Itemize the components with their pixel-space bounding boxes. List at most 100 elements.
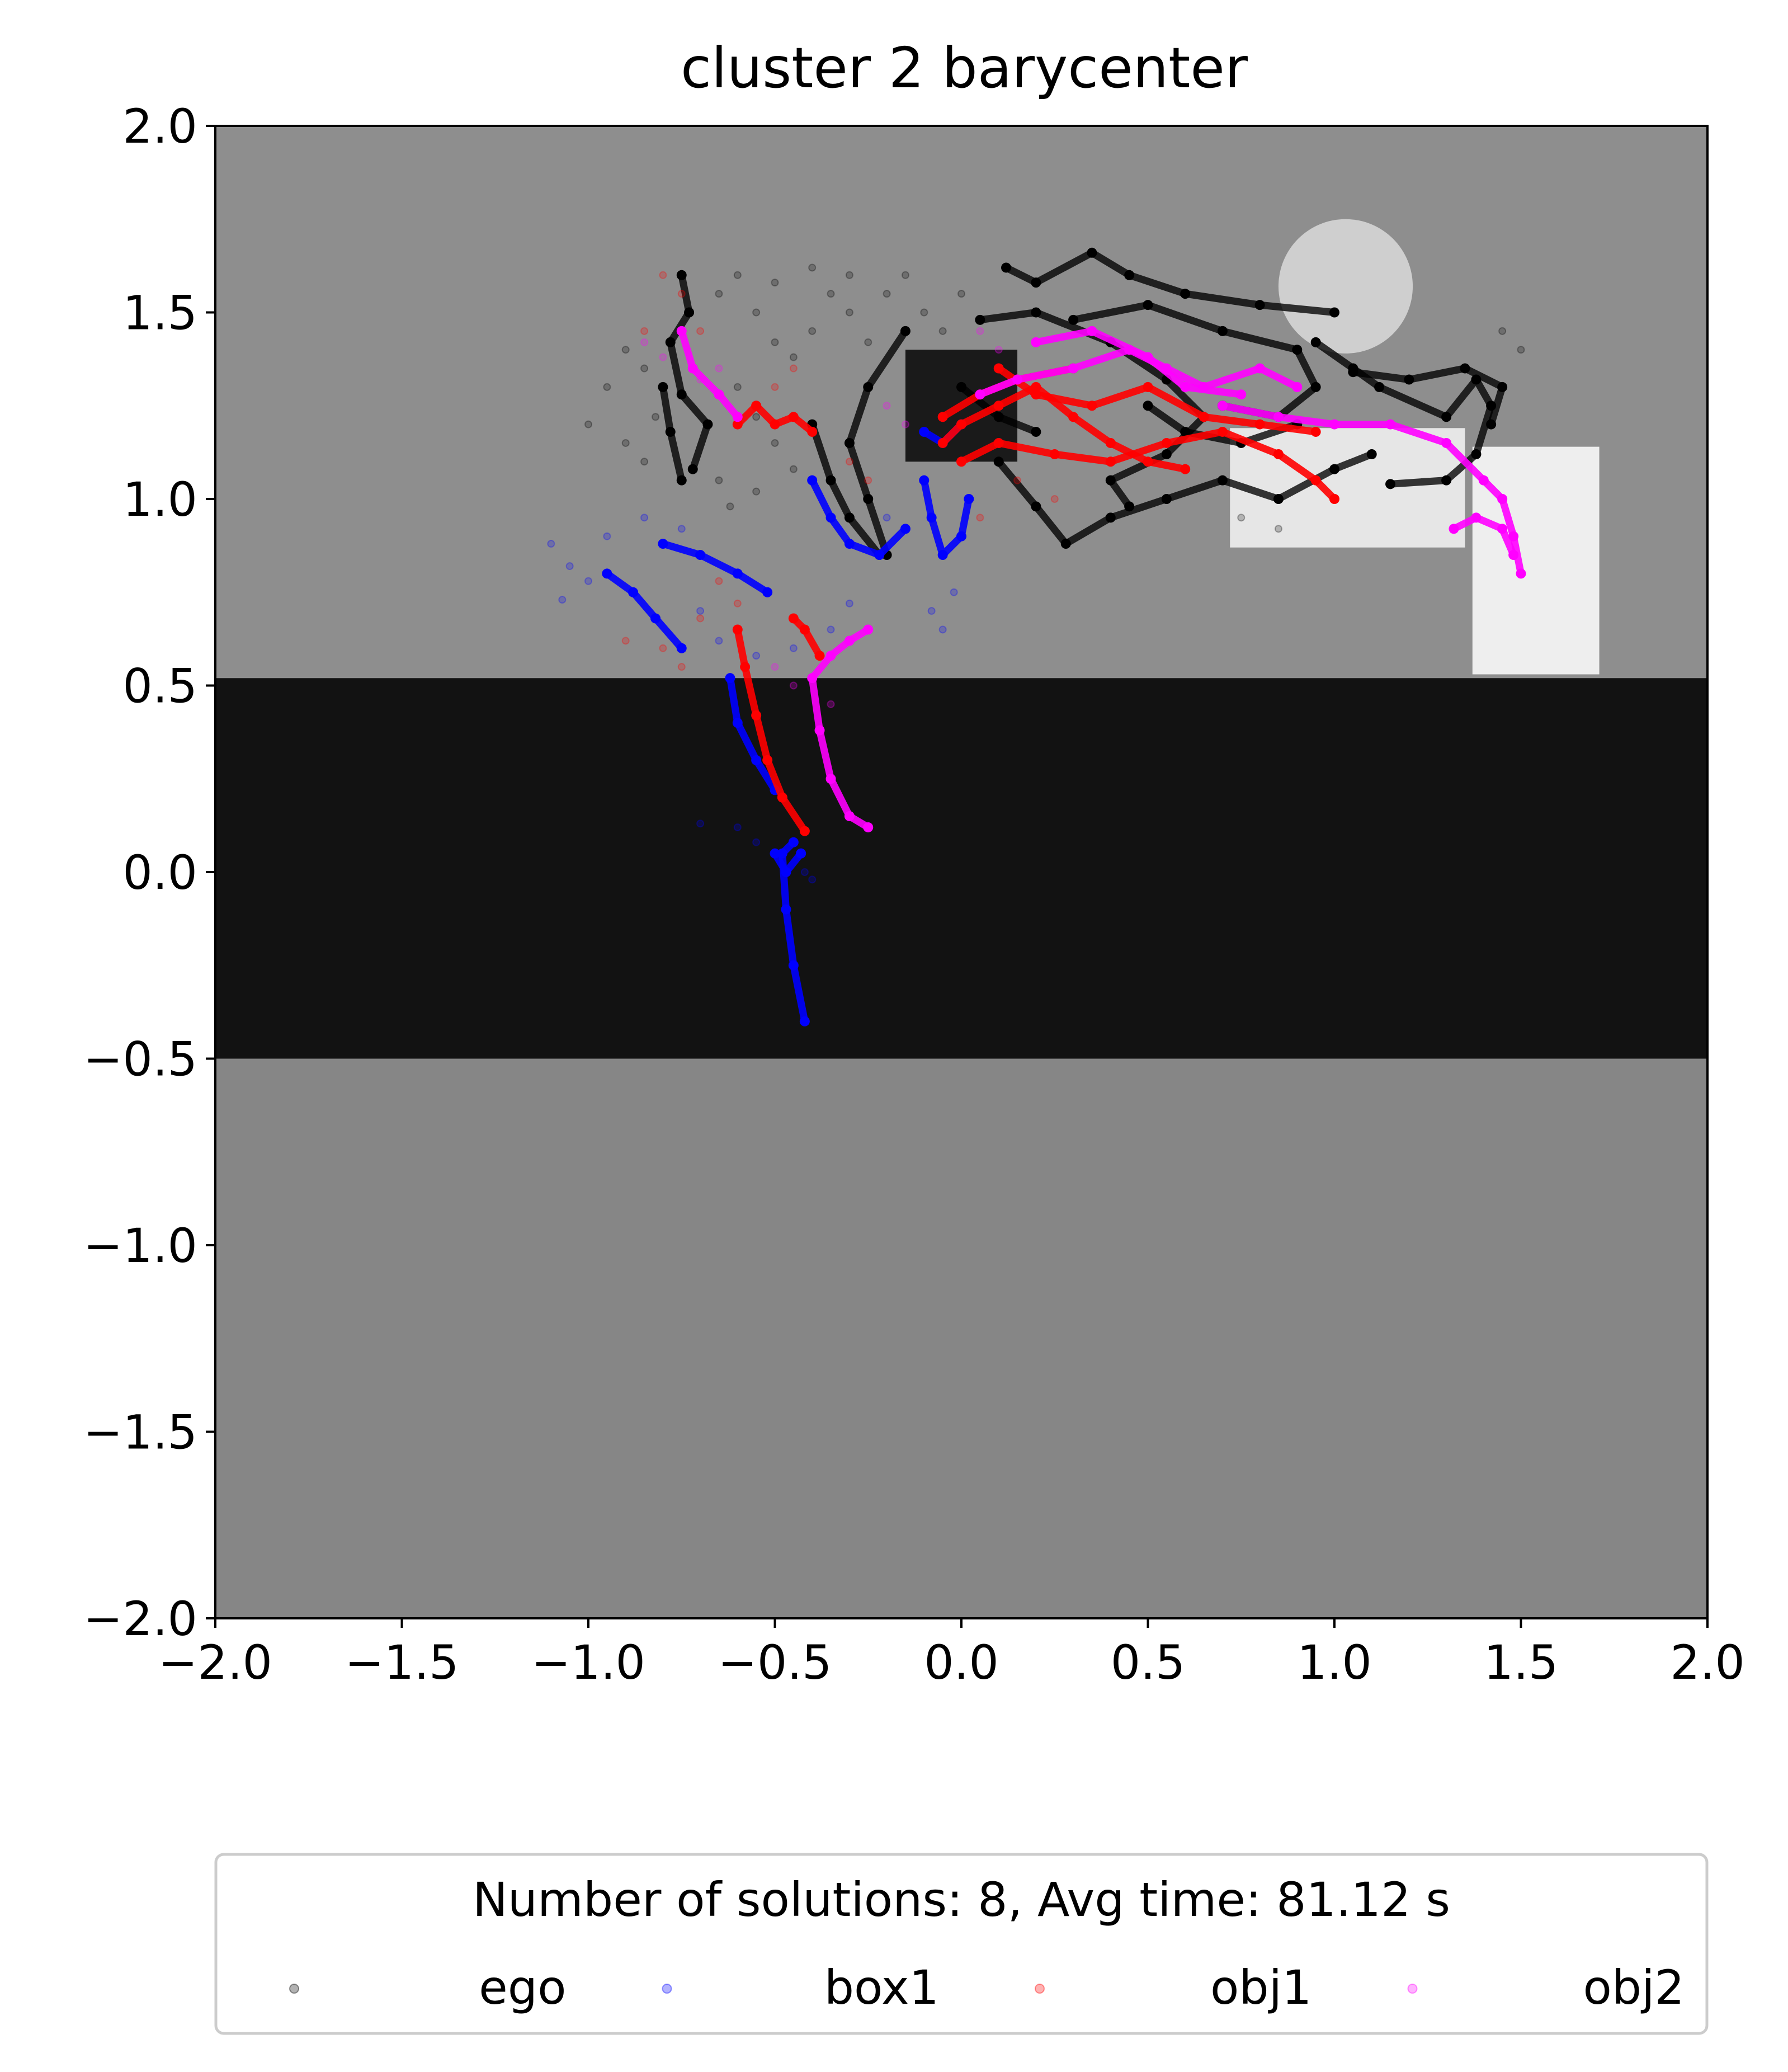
- x-tick-label-1: −1.5: [345, 1635, 459, 1690]
- obj2-trajectory-2-point-3: [1478, 475, 1489, 486]
- box1-faint-point-10: [827, 625, 835, 634]
- box1-faint-point-2: [584, 577, 592, 585]
- ego-faint-point-12: [808, 327, 817, 335]
- obj2-trajectory-3-point-6: [1254, 363, 1265, 374]
- x-axis: −2.0 −1.5 −1.0 −0.5 0.0 0.5 1.0 1.5 2.0: [158, 1618, 1745, 1690]
- ego-faint-point-18: [920, 308, 928, 317]
- obj2-trajectory-0-point-0: [863, 822, 874, 832]
- obj1-faint-point-5: [621, 637, 630, 645]
- legend-marker-box1: [662, 1984, 672, 1994]
- obj1-trajectory-2-point-1: [751, 401, 762, 411]
- box1-trajectory-3-point-2: [650, 613, 661, 624]
- ego-trajectory-6-point-0: [1068, 314, 1079, 325]
- box1-faint-point-11: [845, 599, 853, 608]
- ego-faint-point-32: [1517, 346, 1525, 354]
- box1-faint-point-20: [558, 596, 567, 604]
- obj1-trajectory-1-point-0: [814, 651, 825, 661]
- obj1-trajectory-2-point-2: [770, 419, 780, 430]
- y-axis: −2.0 −1.5 −1.0 −0.5 0.0 0.5 1.0 1.5 2.0: [83, 99, 215, 1646]
- ego-trajectory-8-point-0: [993, 456, 1004, 467]
- obj1-trajectory-4-point-5: [1217, 426, 1228, 437]
- y-tick-label-1: −1.5: [83, 1405, 197, 1460]
- obj1-trajectory-3-point-7: [1180, 464, 1191, 474]
- obj1-trajectory-5-point-4: [1199, 412, 1209, 422]
- ego-faint-point-1: [640, 364, 649, 373]
- obj1-faint-point-14: [976, 514, 984, 522]
- ego-trajectory-4-point-2: [1087, 247, 1097, 258]
- obj2-trajectory-5-point-0: [1449, 524, 1459, 534]
- box1-trajectory-6-point-2: [937, 550, 948, 561]
- ego-faint-point-2: [603, 383, 611, 391]
- ego-trajectory-7-point-7: [1441, 475, 1452, 486]
- box1-trajectory-0-point-0: [799, 1016, 810, 1026]
- x-tick-label-8: 2.0: [1670, 1635, 1745, 1690]
- legend-label-ego: ego: [479, 1960, 566, 2015]
- plot-background: [215, 126, 1707, 1618]
- ego-trajectory-8-point-2: [1060, 539, 1071, 549]
- ego-trajectory-8-point-4: [1161, 494, 1172, 504]
- ego-trajectory-8-point-3: [1105, 512, 1116, 523]
- ego-faint-point-10: [771, 338, 779, 346]
- obj1-trajectory-2-point-4: [807, 426, 818, 437]
- ego-faint-point-16: [883, 290, 891, 298]
- obj2-trajectory-0-point-4: [807, 673, 818, 684]
- ego-trajectory-1-point-0: [658, 382, 668, 392]
- ego-faint-point-17: [901, 271, 909, 279]
- box1-faint-point-12: [927, 607, 936, 615]
- ego-trajectory-8-point-5: [1217, 475, 1228, 486]
- legend-box: [214, 1853, 1709, 2035]
- legend-title: Number of solutions: 8, Avg time: 81.12 …: [473, 1872, 1450, 1927]
- ego-faint-point-33: [1237, 514, 1246, 522]
- ego-trajectory-2-point-3: [863, 494, 874, 504]
- box1-faint-point-6: [696, 607, 705, 615]
- obj1-trajectory-0-point-4: [740, 662, 751, 672]
- ego-trajectory-4-point-1: [1031, 277, 1041, 288]
- obj2-trajectory-2-point-8: [1217, 401, 1228, 411]
- obj1-trajectory-5-point-5: [1254, 419, 1265, 430]
- ego-trajectory-5: [976, 309, 1208, 510]
- box1-faint-point-3: [603, 532, 611, 540]
- plot-marks: [547, 247, 1526, 1026]
- ego-trajectory-0: [667, 271, 711, 473]
- ego-trajectory-10-point-0: [1143, 401, 1153, 411]
- obj2-trajectory-5: [1450, 514, 1517, 559]
- ego-trajectory-5-point-6: [1105, 475, 1116, 486]
- ego-trajectory-5-point-1: [1031, 307, 1041, 318]
- box1-faint-point-21: [883, 514, 891, 522]
- obj2-trajectory-2-point-6: [1329, 419, 1339, 430]
- ego-faint-point-11: [789, 353, 798, 361]
- ego-trajectory-8-point-7: [1329, 464, 1339, 474]
- ego-trajectory-2-point-1: [863, 382, 874, 392]
- obj2-faint-point-8: [901, 420, 909, 428]
- ego-faint-point-15: [864, 338, 872, 346]
- obj1-trajectory-3-point-2: [993, 401, 1004, 411]
- ego-trajectory-9-point-0: [1348, 367, 1358, 378]
- ego-trajectory-6-point-4: [1310, 382, 1321, 392]
- box1-faint-point-7: [715, 637, 723, 645]
- obj1-faint-point-11: [789, 364, 798, 373]
- ego-trajectory-7-point-8: [1385, 479, 1396, 489]
- ego-faint-point-31: [1498, 327, 1507, 335]
- box1-trajectory-5-point-4: [900, 524, 910, 534]
- box1-trajectory-1-point-0: [770, 848, 780, 859]
- box1-trajectory-2-point-1: [732, 718, 743, 728]
- ego-trajectory-4-point-3: [1124, 270, 1135, 280]
- legend-marker-ego: [289, 1984, 299, 1994]
- ego-trajectory-1-point-1: [665, 426, 676, 437]
- obj1-faint-point-2: [696, 614, 705, 623]
- obj2-trajectory-3-point-1: [1012, 374, 1023, 385]
- lower-floor-region: [215, 1058, 1707, 1618]
- obj2-faint-point-0: [640, 338, 649, 346]
- ego-faint-point-30: [845, 271, 853, 279]
- obj1-faint-point-8: [696, 327, 705, 335]
- obj2-trajectory-1-point-2: [714, 389, 724, 400]
- ego-trajectory-4-point-4: [1180, 289, 1191, 299]
- ego-trajectory-2-point-2: [844, 437, 855, 448]
- obj2-trajectory-4-point-1: [1087, 326, 1097, 336]
- box1-trajectory-6-point-0: [919, 475, 930, 486]
- obj1-trajectory-4-point-8: [1329, 494, 1339, 504]
- legend-label-box1: box1: [824, 1960, 939, 2015]
- obj2-trajectory-4-point-4: [1236, 389, 1247, 400]
- legend-marker-obj1: [1035, 1984, 1045, 1994]
- obj1-trajectory-4-point-1: [993, 437, 1004, 448]
